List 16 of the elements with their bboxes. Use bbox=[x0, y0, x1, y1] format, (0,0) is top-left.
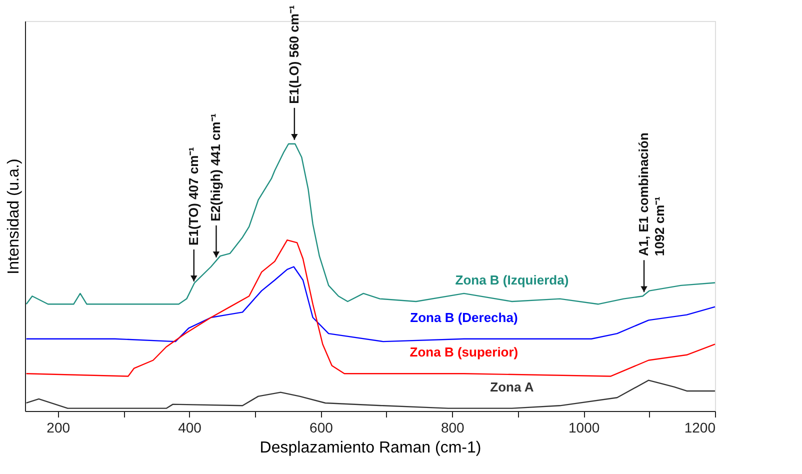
y-axis-title: Intensidad (u.a.) bbox=[6, 158, 22, 274]
annotation: E2(high) 441 cm⁻¹ bbox=[208, 113, 224, 222]
x-axis-title: Desplazamiento Raman (cm-1) bbox=[260, 440, 482, 456]
series-label: Zona B (Derecha) bbox=[410, 310, 518, 325]
x-tick-label: 800 bbox=[440, 420, 465, 436]
x-tick-label: 1000 bbox=[568, 420, 600, 436]
x-tick-label: 200 bbox=[46, 420, 70, 436]
annotation: A1, E1 combinación 1092 cm⁻¹ bbox=[636, 132, 668, 256]
series-label: Zona B (superior) bbox=[410, 344, 518, 360]
annotation: E1(TO) 407 cm⁻¹ bbox=[186, 147, 201, 246]
x-tick-label: 400 bbox=[178, 420, 202, 436]
x-tick-label: 600 bbox=[310, 420, 334, 436]
annotation: E1(LO) 560 cm⁻¹ bbox=[286, 5, 302, 104]
series-label: Zona B (Izquierda) bbox=[455, 272, 569, 288]
series-label: Zona A bbox=[490, 379, 534, 394]
x-tick-label: 1200 bbox=[684, 420, 716, 436]
